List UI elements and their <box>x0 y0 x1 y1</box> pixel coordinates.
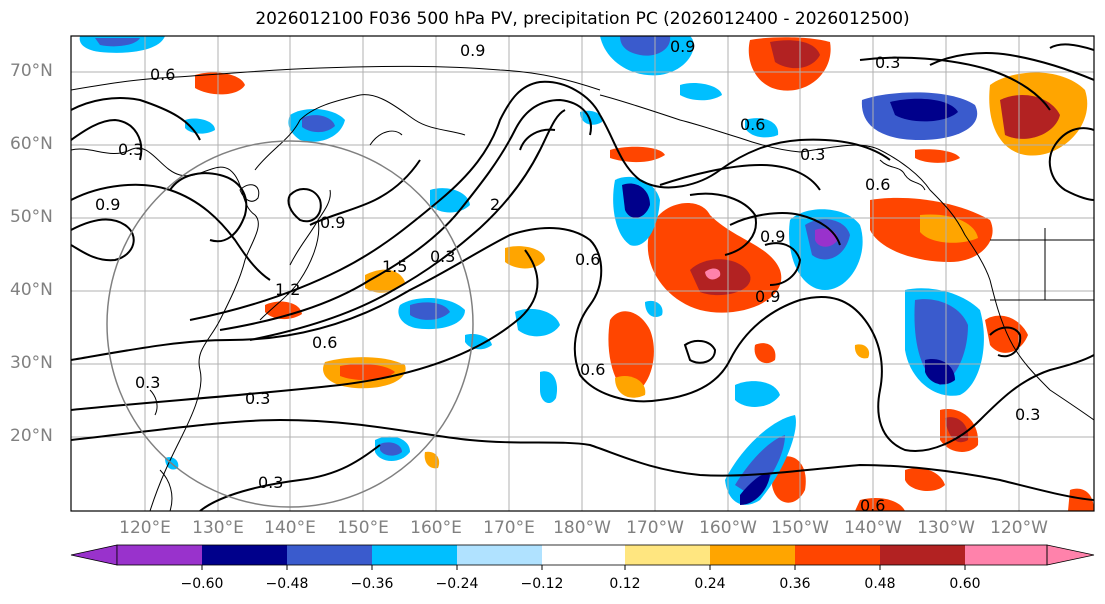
contour-label-09c: 0.9 <box>760 227 785 246</box>
contour-label-03e: 0.3 <box>245 389 270 408</box>
lon-label-160e: 160°E <box>410 518 462 538</box>
contour-label-06d: 0.6 <box>575 250 600 269</box>
colorbar-tick-2: −0.48 <box>265 576 309 592</box>
contour-label-03d: 0.3 <box>135 373 160 392</box>
colorbar-segment-7 <box>625 545 710 565</box>
contour-label-03g: 0.3 <box>1015 405 1040 424</box>
lon-label-120e: 120°E <box>119 518 171 538</box>
lat-label-50n: 50°N <box>10 207 53 227</box>
lon-label-160w: 160°W <box>699 518 757 538</box>
colorbar-tick-6: 0.12 <box>609 576 641 592</box>
lat-label-40n: 40°N <box>10 280 53 300</box>
precip-shading <box>79 36 1094 511</box>
colorbar <box>70 544 1095 570</box>
contour-labels: 0.9 0.9 0.3 0.6 0.6 0.3 0.6 0.9 0.6 0.9 … <box>95 37 1040 515</box>
colorbar-segment-1 <box>117 545 202 565</box>
lon-label-130w: 130°W <box>917 518 975 538</box>
coastlines <box>71 65 1094 511</box>
colorbar-extend-high <box>1046 544 1095 566</box>
colorbar-segment-3 <box>287 545 372 565</box>
contour-label-06e: 0.6 <box>312 333 337 352</box>
contour-label-06c: 0.6 <box>865 175 890 194</box>
lon-label-140e: 140°E <box>264 518 316 538</box>
colorbar-segment-11 <box>965 545 1047 565</box>
colorbar-segment-4 <box>372 545 457 565</box>
contour-label-03h: 0.3 <box>118 140 143 159</box>
colorbar-tick-8: 0.36 <box>779 576 811 592</box>
colorbar-tick-10: 0.60 <box>949 576 981 592</box>
colorbar-segment-10 <box>880 545 965 565</box>
contour-label-03a: 0.3 <box>875 53 900 72</box>
colorbar-segment-2 <box>202 545 287 565</box>
contour-label-03c: 0.3 <box>430 247 455 266</box>
contour-label-06a: 0.6 <box>150 65 175 84</box>
map-title: 2026012100 F036 500 hPa PV, precipitatio… <box>255 9 910 29</box>
contour-label-2: 2 <box>490 195 500 214</box>
colorbar-tick-9: 0.48 <box>864 576 896 592</box>
colorbar-segment-9 <box>795 545 880 565</box>
lon-label-170w: 170°W <box>626 518 684 538</box>
pv-contours <box>71 43 1094 511</box>
contour-label-15: 1.5 <box>382 257 407 276</box>
map-frame <box>70 35 1095 512</box>
colorbar-tick-5: −0.12 <box>520 576 564 592</box>
contour-label-03f: 0.3 <box>258 473 283 492</box>
contour-label-09e: 0.9 <box>320 213 345 232</box>
contour-label-09d: 0.9 <box>755 287 780 306</box>
contour-label-12: 1.2 <box>275 280 300 299</box>
lat-label-20n: 20°N <box>10 426 53 446</box>
contour-label-03b: 0.3 <box>800 145 825 164</box>
contour-label-06g: 0.6 <box>860 496 885 515</box>
lat-label-70n: 70°N <box>10 61 53 81</box>
lon-label-150w: 150°W <box>771 518 829 538</box>
lon-label-120w: 120°W <box>990 518 1048 538</box>
lon-label-130e: 130°E <box>192 518 244 538</box>
lon-label-140w: 140°W <box>844 518 902 538</box>
contour-label-06b: 0.6 <box>740 115 765 134</box>
contour-label-09f: 0.9 <box>95 195 120 214</box>
colorbar-extend-low <box>70 544 118 566</box>
lat-label-30n: 30°N <box>10 353 53 373</box>
reference-circle <box>106 140 474 508</box>
contour-label-09a: 0.9 <box>460 41 485 60</box>
colorbar-tick-3: −0.36 <box>350 576 394 592</box>
colorbar-tick-4: −0.24 <box>435 576 479 592</box>
contour-label-06f: 0.6 <box>580 360 605 379</box>
colorbar-segment-6 <box>542 545 625 565</box>
contour-label-09b: 0.9 <box>670 37 695 56</box>
lon-label-170e: 170°E <box>483 518 535 538</box>
colorbar-segment-5 <box>457 545 542 565</box>
lon-label-150e: 150°E <box>337 518 389 538</box>
graticule <box>71 36 1094 511</box>
lat-label-60n: 60°N <box>10 134 53 154</box>
colorbar-tick-7: 0.24 <box>694 576 726 592</box>
colorbar-segment-8 <box>710 545 795 565</box>
lon-label-180w: 180°W <box>553 518 611 538</box>
colorbar-tick-1: −0.60 <box>180 576 224 592</box>
